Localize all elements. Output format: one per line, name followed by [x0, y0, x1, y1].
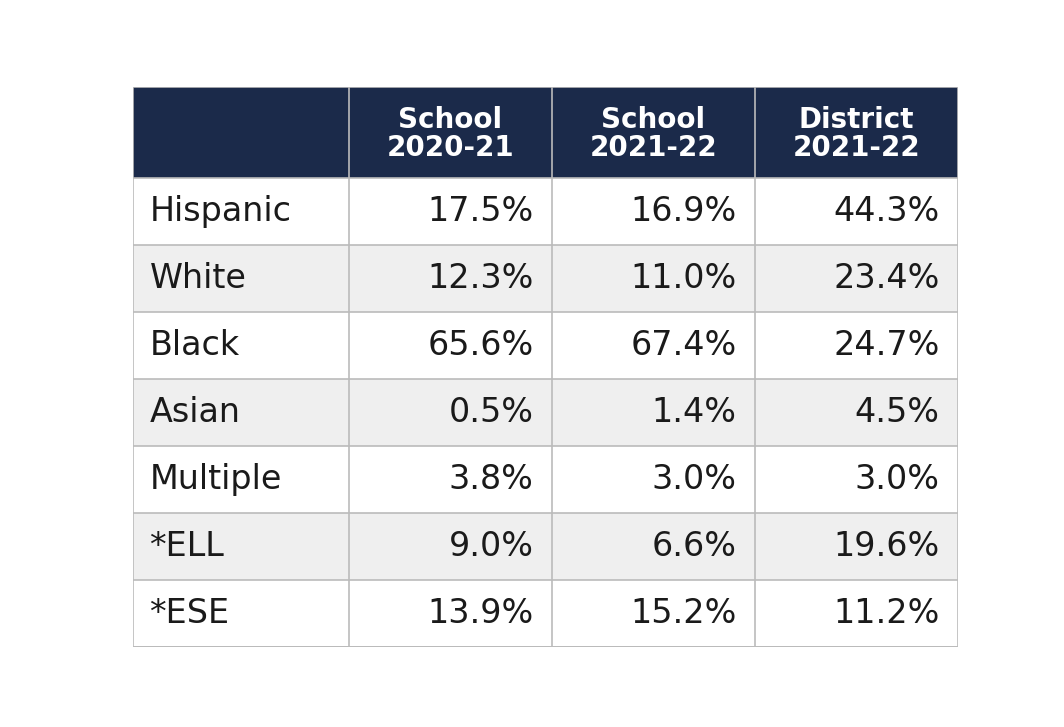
Text: 9.0%: 9.0%	[449, 530, 534, 563]
Text: 4.5%: 4.5%	[854, 396, 940, 429]
Bar	[133, 446, 349, 513]
Text: 11.2%: 11.2%	[833, 597, 940, 630]
Text: 6.6%: 6.6%	[651, 530, 736, 563]
Bar	[754, 513, 958, 580]
Text: 24.7%: 24.7%	[833, 329, 940, 362]
Text: 3.8%: 3.8%	[449, 463, 534, 496]
Bar	[552, 245, 754, 312]
Text: 13.9%: 13.9%	[428, 597, 534, 630]
Text: 19.6%: 19.6%	[833, 530, 940, 563]
Text: White: White	[149, 262, 247, 295]
Bar	[349, 446, 552, 513]
Bar	[133, 513, 349, 580]
Bar	[133, 379, 349, 446]
Text: 15.2%: 15.2%	[630, 597, 736, 630]
Bar	[349, 379, 552, 446]
Text: 17.5%: 17.5%	[428, 195, 534, 228]
Bar	[754, 312, 958, 379]
Bar	[754, 178, 958, 245]
Text: 65.6%: 65.6%	[428, 329, 534, 362]
Text: 2020-21: 2020-21	[386, 134, 514, 162]
Text: 16.9%: 16.9%	[630, 195, 736, 228]
Text: School: School	[398, 106, 502, 134]
Bar	[349, 580, 552, 647]
Bar	[552, 513, 754, 580]
Text: 2021-22: 2021-22	[793, 134, 920, 162]
Bar	[349, 513, 552, 580]
Bar	[133, 312, 349, 379]
Bar	[552, 178, 754, 245]
Bar	[754, 379, 958, 446]
Bar	[133, 580, 349, 647]
Bar	[133, 87, 349, 178]
Bar	[552, 580, 754, 647]
Text: Multiple: Multiple	[149, 463, 282, 496]
Text: 11.0%: 11.0%	[630, 262, 736, 295]
Text: 44.3%: 44.3%	[833, 195, 940, 228]
Bar	[754, 87, 958, 178]
Bar	[754, 245, 958, 312]
Bar	[552, 87, 754, 178]
Text: 23.4%: 23.4%	[833, 262, 940, 295]
Bar	[349, 178, 552, 245]
Text: 0.5%: 0.5%	[449, 396, 534, 429]
Bar	[552, 446, 754, 513]
Bar	[754, 446, 958, 513]
Text: Black: Black	[149, 329, 239, 362]
Bar	[349, 312, 552, 379]
Text: 2021-22: 2021-22	[589, 134, 717, 162]
Bar	[349, 245, 552, 312]
Text: 3.0%: 3.0%	[854, 463, 940, 496]
Text: 67.4%: 67.4%	[630, 329, 736, 362]
Text: 3.0%: 3.0%	[651, 463, 736, 496]
Text: School: School	[601, 106, 705, 134]
Text: 1.4%: 1.4%	[651, 396, 736, 429]
Text: *ELL: *ELL	[149, 530, 225, 563]
Bar	[552, 379, 754, 446]
Bar	[754, 580, 958, 647]
Text: 12.3%: 12.3%	[428, 262, 534, 295]
Text: Asian: Asian	[149, 396, 240, 429]
Bar	[133, 178, 349, 245]
Text: *ESE: *ESE	[149, 597, 230, 630]
Bar	[349, 87, 552, 178]
Bar	[552, 312, 754, 379]
Text: District: District	[798, 106, 914, 134]
Bar	[133, 245, 349, 312]
Text: Hispanic: Hispanic	[149, 195, 292, 228]
